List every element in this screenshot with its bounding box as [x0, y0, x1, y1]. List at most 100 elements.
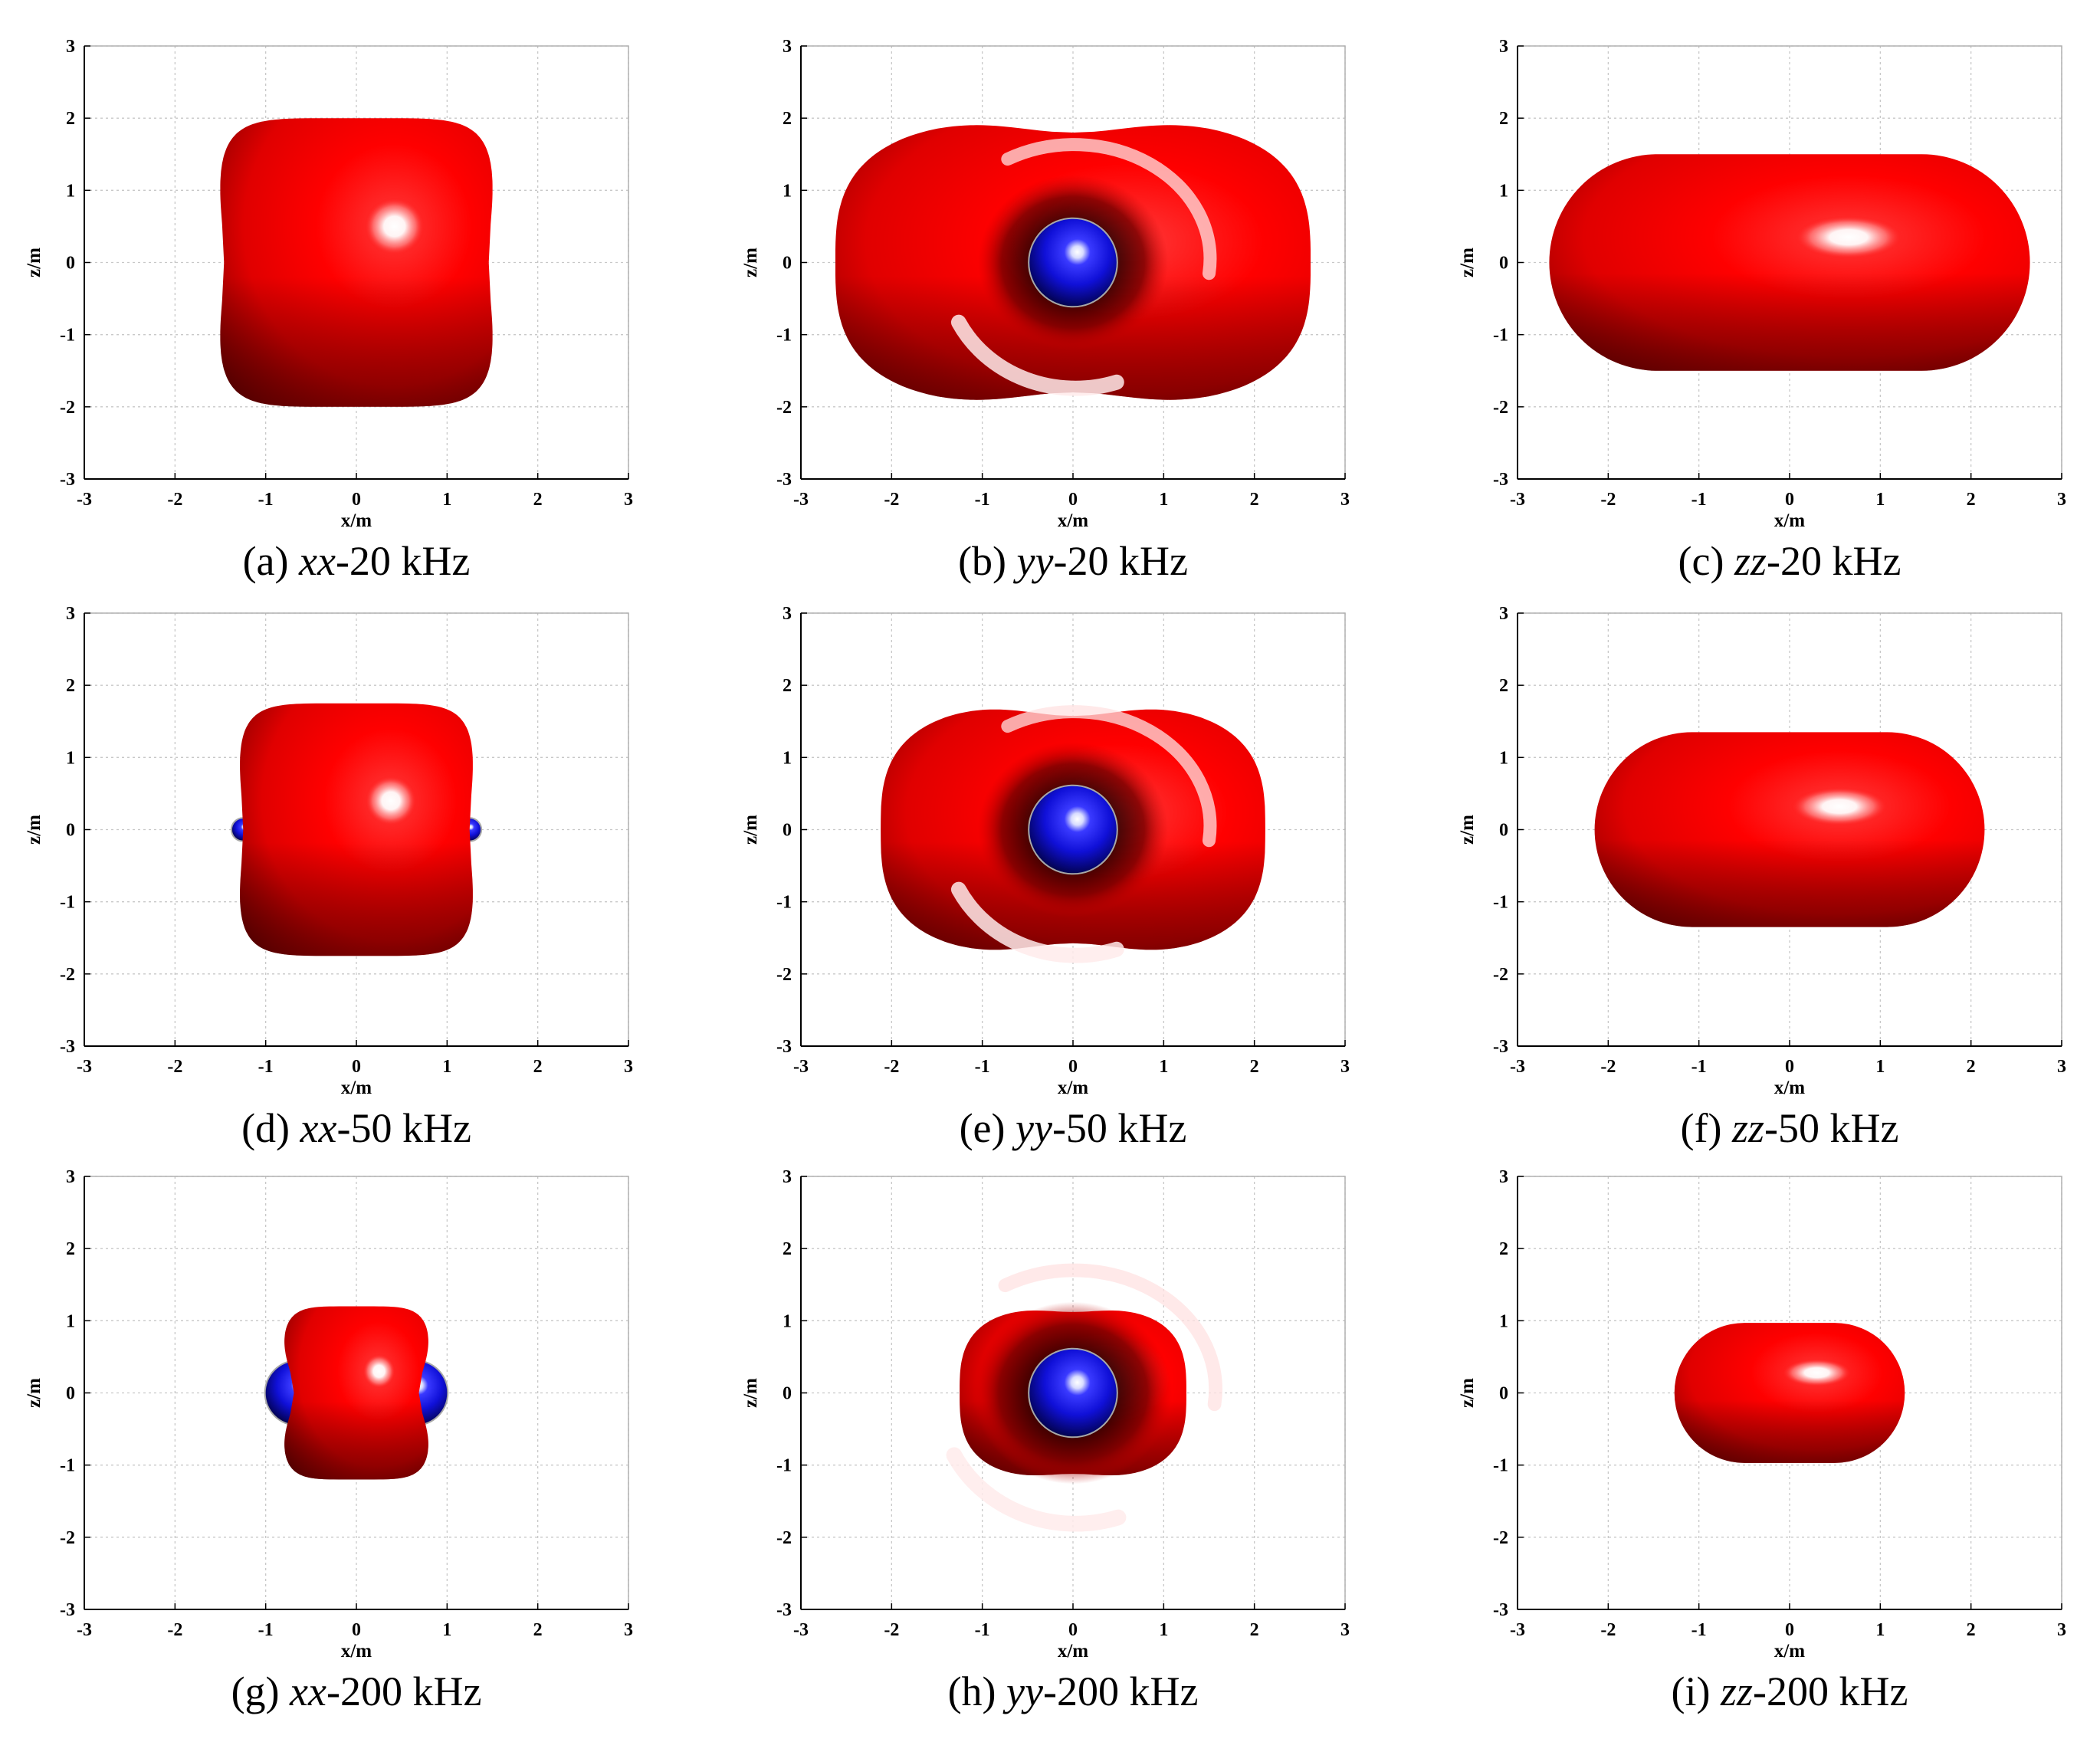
y-tick-label: 1 — [1499, 748, 1508, 768]
y-tick-label: 2 — [1499, 109, 1508, 129]
x-tick-label: 3 — [1340, 1620, 1350, 1640]
y-tick-label: 1 — [66, 1311, 75, 1331]
x-tick-label: 0 — [1785, 1057, 1794, 1077]
y-tick-label: 2 — [66, 109, 75, 129]
y-tick-label: 1 — [66, 748, 75, 768]
specular-highlight — [1781, 1358, 1852, 1387]
x-tick-label: 0 — [1068, 490, 1078, 510]
x-axis-label: x/m — [1774, 510, 1805, 531]
x-tick-label: -2 — [167, 490, 182, 510]
torus-specular-upper — [1001, 138, 1217, 280]
x-axis-label: x/m — [1058, 1078, 1088, 1098]
torus-specular-lower — [946, 1447, 1127, 1532]
x-tick-label: -2 — [1600, 1620, 1616, 1640]
x-tick-label: -3 — [77, 1057, 92, 1077]
panel-e: -3 -2 -1 0 1 2 3 -3 -2 -1 0 1 2 3 x/m z/m (e) yy-50 kHz — [740, 604, 1350, 1151]
y-tick-label: 0 — [783, 254, 792, 274]
x-tick-label: 0 — [1785, 490, 1794, 510]
surface-layer — [220, 118, 493, 407]
surface-layer — [264, 1306, 449, 1480]
x-tick-label: 0 — [1785, 1620, 1794, 1640]
specular-highlight — [1794, 215, 1903, 259]
panel-g: -3 -2 -1 0 1 2 3 -3 -2 -1 0 1 2 3 x/m z/m (g) xx-200 kHz — [24, 1167, 633, 1714]
x-tick-label: 0 — [352, 1620, 361, 1640]
y-tick-label: -1 — [776, 893, 792, 913]
y-axis-label: z/m — [24, 1378, 44, 1408]
x-tick-label: 1 — [1875, 490, 1885, 510]
x-tick-label: 1 — [1159, 490, 1168, 510]
y-tick-label: 3 — [66, 1167, 75, 1187]
y-tick-label: -3 — [1493, 1037, 1508, 1057]
x-tick-label: 1 — [1159, 1057, 1168, 1077]
x-tick-label: -3 — [793, 1620, 809, 1640]
y-tick-label: 0 — [783, 1384, 792, 1404]
x-tick-label: 0 — [1068, 1620, 1078, 1640]
surface-layer — [946, 1263, 1222, 1532]
x-tick-label: -2 — [167, 1620, 182, 1640]
x-tick-label: 2 — [1967, 1620, 1976, 1640]
x-tick-label: 3 — [2057, 1620, 2066, 1640]
panel-f: -3 -2 -1 0 1 2 3 -3 -2 -1 0 1 2 3 x/m z/m (f) zz-50 kHz — [1457, 604, 2066, 1151]
y-tick-label: -1 — [776, 1456, 792, 1476]
panel-d: -3 -2 -1 0 1 2 3 -3 -2 -1 0 1 2 3 x/m z/m (d) xx-50 kHz — [24, 604, 633, 1151]
x-tick-label: -3 — [1510, 1057, 1525, 1077]
y-tick-label: -2 — [1493, 1528, 1508, 1548]
y-tick-label: -1 — [1493, 326, 1508, 346]
x-tick-label: 1 — [1875, 1620, 1885, 1640]
x-tick-label: 3 — [624, 1620, 633, 1640]
x-axis-label: x/m — [341, 510, 372, 531]
specular-highlight — [1790, 786, 1888, 826]
positive-lobe-shadow — [284, 1306, 428, 1480]
x-tick-label: 0 — [1068, 1057, 1078, 1077]
x-tick-label: -3 — [1510, 490, 1525, 510]
negative-lobe-sphere — [1029, 1349, 1117, 1437]
x-tick-label: 2 — [533, 1057, 543, 1077]
panel-c: -3 -2 -1 0 1 2 3 -3 -2 -1 0 1 2 3 x/m z/m (c) zz-20 kHz — [1457, 37, 2066, 584]
x-tick-label: 0 — [352, 490, 361, 510]
panel-h: -3 -2 -1 0 1 2 3 -3 -2 -1 0 1 2 3 x/m z/m (h) yy-200 kHz — [740, 1167, 1350, 1714]
y-tick-label: -3 — [776, 1037, 792, 1057]
panel-caption: (f) zz-50 kHz — [1681, 1105, 1899, 1151]
x-tick-label: 2 — [1967, 490, 1976, 510]
y-tick-label: -3 — [1493, 470, 1508, 490]
y-tick-label: 3 — [66, 37, 75, 57]
x-tick-label: -1 — [1691, 1620, 1707, 1640]
specular-highlight — [364, 197, 425, 256]
y-tick-label: 0 — [783, 821, 792, 841]
x-tick-label: -3 — [1510, 1620, 1525, 1640]
x-tick-label: -2 — [884, 490, 899, 510]
x-axis-label: x/m — [1774, 1078, 1805, 1098]
x-tick-label: -3 — [793, 490, 809, 510]
y-tick-label: 0 — [66, 821, 75, 841]
y-axis-label: z/m — [1457, 1378, 1478, 1408]
x-tick-label: 0 — [352, 1057, 361, 1077]
x-tick-label: -1 — [258, 1620, 274, 1640]
y-tick-label: 3 — [783, 1167, 792, 1187]
x-tick-label: 1 — [442, 490, 451, 510]
panel-caption: (e) yy-50 kHz — [960, 1105, 1187, 1151]
y-tick-label: -1 — [1493, 893, 1508, 913]
y-tick-label: 2 — [66, 676, 75, 696]
x-tick-label: -1 — [975, 1620, 990, 1640]
y-tick-label: -3 — [1493, 1600, 1508, 1620]
y-axis-label: z/m — [24, 815, 44, 845]
y-tick-label: 0 — [66, 254, 75, 274]
y-tick-label: 0 — [66, 1384, 75, 1404]
x-axis-label: x/m — [341, 1078, 372, 1098]
x-tick-label: 3 — [624, 490, 633, 510]
specular-highlight — [363, 1353, 395, 1389]
y-tick-label: 1 — [1499, 1311, 1508, 1331]
panel-caption: (h) yy-200 kHz — [948, 1668, 1199, 1714]
y-axis-label: z/m — [740, 1378, 761, 1408]
panel-caption: (c) zz-20 kHz — [1678, 538, 1901, 584]
y-tick-label: -3 — [60, 1600, 75, 1620]
x-tick-label: -2 — [1600, 490, 1616, 510]
y-tick-label: 2 — [66, 1239, 75, 1259]
x-tick-label: 2 — [1250, 490, 1259, 510]
negative-lobe-sphere — [1029, 786, 1117, 874]
panel-caption: (d) xx-50 kHz — [241, 1105, 471, 1151]
x-tick-label: -1 — [258, 1057, 274, 1077]
y-tick-label: 2 — [1499, 676, 1508, 696]
x-tick-label: 3 — [2057, 490, 2066, 510]
x-tick-label: -2 — [1600, 1057, 1616, 1077]
